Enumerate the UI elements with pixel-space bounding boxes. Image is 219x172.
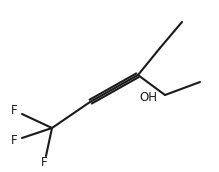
- Text: F: F: [41, 157, 48, 169]
- Text: F: F: [11, 134, 18, 147]
- Text: F: F: [11, 104, 18, 117]
- Text: OH: OH: [139, 91, 157, 104]
